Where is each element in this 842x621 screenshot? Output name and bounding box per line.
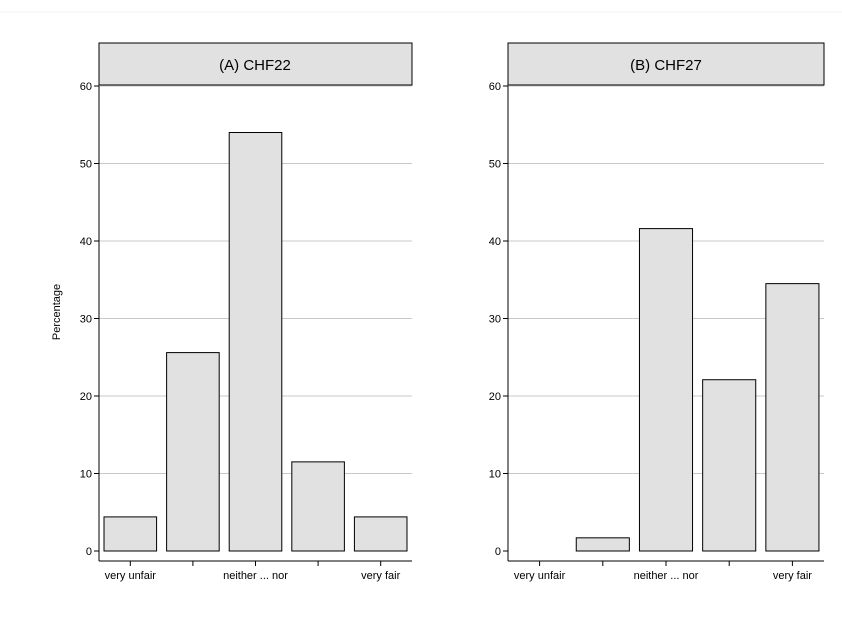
panel-a-y-tick-label: 50 bbox=[80, 159, 92, 171]
panel-b-bar bbox=[766, 284, 819, 551]
panel-a-bar bbox=[292, 462, 345, 551]
panel-a: (A) CHF22 0 10 20 30 40 50 60 very unfair neith… bbox=[80, 43, 412, 582]
panel-b-bar bbox=[576, 538, 629, 551]
panel-b-title: (B) CHF27 bbox=[630, 57, 702, 74]
panel-a-title: (A) CHF22 bbox=[219, 57, 291, 74]
panel-b-y-tick-label: 50 bbox=[489, 159, 501, 171]
panel-a-category-label: very fair bbox=[361, 570, 400, 582]
panel-a-y-tick-label: 40 bbox=[80, 236, 92, 248]
panel-b-y-tick-label: 30 bbox=[489, 314, 501, 326]
panel-a-bar bbox=[229, 133, 282, 552]
panel-b-bar bbox=[639, 229, 692, 551]
panel-a-y-tick-label: 30 bbox=[80, 314, 92, 326]
panel-a-category-label: very unfair bbox=[105, 570, 157, 582]
panel-b-y-tick-label: 60 bbox=[489, 81, 501, 93]
panel-a-y-tick-label: 20 bbox=[80, 391, 92, 403]
panel-a-y-tick-label: 60 bbox=[80, 81, 92, 93]
y-axis-label: Percentage bbox=[51, 284, 63, 340]
panel-b-y-tick-label: 40 bbox=[489, 236, 501, 248]
panel-b-y-tick-label: 0 bbox=[495, 546, 501, 558]
panel-b-y-tick-label: 10 bbox=[489, 469, 501, 481]
panel-a-bar bbox=[104, 517, 157, 551]
panel-a-bar bbox=[167, 353, 220, 551]
panel-a-category-label: neither ... nor bbox=[223, 570, 288, 582]
panel-b: (B) CHF27 0 10 20 30 40 50 60 very unfair neith… bbox=[489, 43, 824, 582]
panel-b-y-tick-label: 20 bbox=[489, 391, 501, 403]
panel-b-category-label: very fair bbox=[773, 570, 812, 582]
panel-b-bar bbox=[703, 380, 756, 551]
panel-a-bar bbox=[354, 517, 407, 551]
panel-a-y-tick-label: 10 bbox=[80, 469, 92, 481]
panel-a-y-tick-label: 0 bbox=[86, 546, 92, 558]
panel-b-category-label: very unfair bbox=[514, 570, 566, 582]
panel-b-category-label: neither ... nor bbox=[634, 570, 699, 582]
